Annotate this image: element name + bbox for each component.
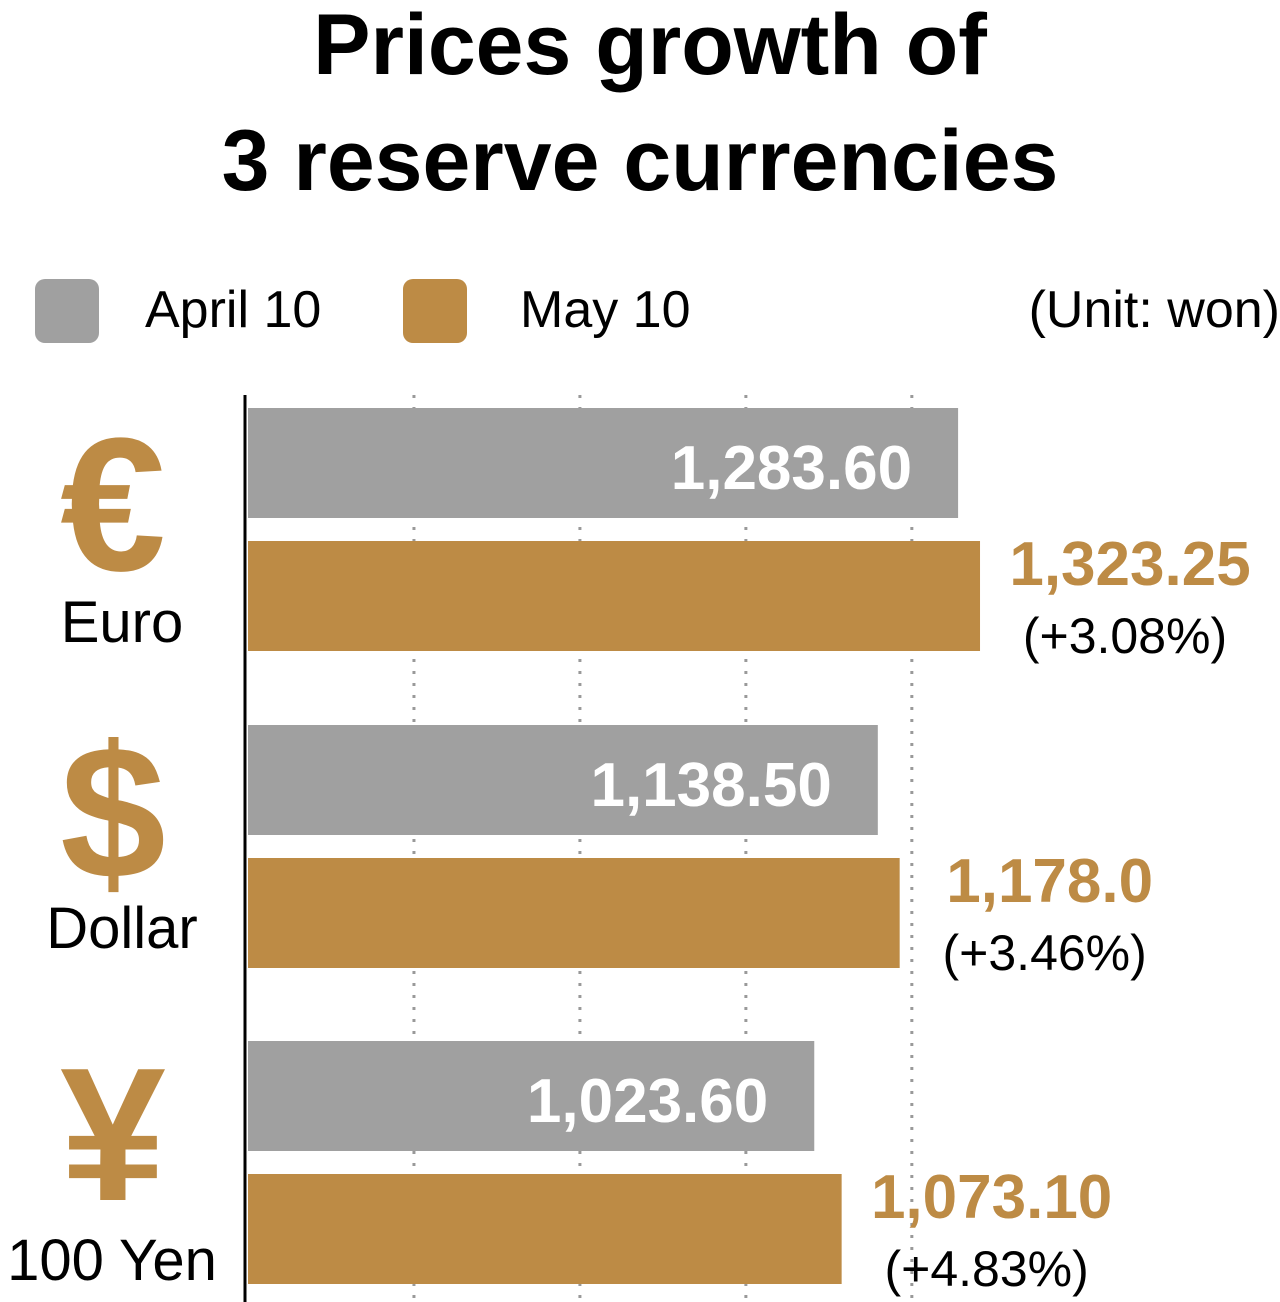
legend-label-april: April 10 (145, 281, 322, 339)
bar-may (248, 541, 981, 651)
data-label-may: 1,323.25 (1009, 530, 1250, 599)
change-label: (+3.08%) (1023, 608, 1227, 664)
currency-symbol-icon: $ (60, 707, 166, 919)
legend-label-may: May 10 (520, 281, 691, 339)
unit-label: (Unit: won) (1028, 281, 1280, 339)
currency-symbol-icon: ¥ (60, 1029, 166, 1241)
chart-title-line1: Prices growth of (313, 0, 987, 93)
data-label-may: 1,073.10 (871, 1163, 1112, 1232)
data-label-april: 1,023.60 (527, 1067, 768, 1136)
category-label: Dollar (46, 896, 198, 961)
category-label: 100 Yen (7, 1228, 217, 1293)
data-label-april: 1,138.50 (590, 751, 831, 820)
bar-may (248, 858, 900, 968)
bar-april (248, 1041, 815, 1151)
legend-swatch-april (35, 279, 99, 343)
change-label: (+4.83%) (884, 1241, 1088, 1297)
data-label-april: 1,283.60 (671, 434, 912, 503)
legend-swatch-may (403, 279, 467, 343)
bar-april (248, 408, 959, 518)
bar-may (248, 1174, 842, 1284)
chart-title-line2: 3 reserve currencies (221, 113, 1059, 209)
bar-april (248, 725, 878, 835)
data-label-may: 1,178.0 (946, 847, 1153, 916)
change-label: (+3.46%) (943, 925, 1147, 981)
currency-symbol-icon: € (60, 399, 166, 611)
category-label: Euro (61, 590, 184, 655)
